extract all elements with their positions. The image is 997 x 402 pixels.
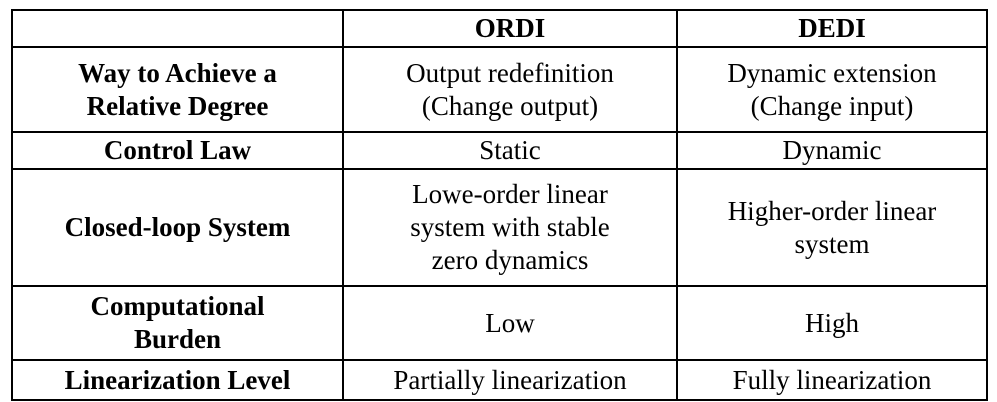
- cell-ordi-linearization-level: Partially linearization: [342, 359, 678, 401]
- header-ordi: ORDI: [342, 9, 678, 48]
- cell-dedi-relative-degree: Dynamic extension (Change input): [676, 46, 988, 133]
- row-label-relative-degree: Way to Achieve a Relative Degree: [11, 46, 344, 133]
- table-row: Control Law Static Dynamic: [11, 131, 988, 170]
- cell-dedi-linearization-level: Fully linearization: [676, 359, 988, 401]
- cell-ordi-closed-loop: Lowe-order linear system with stable zer…: [342, 168, 678, 287]
- header-row: ORDI DEDI: [11, 9, 988, 48]
- cell-ordi-computational-burden: Low: [342, 285, 678, 361]
- row-label-closed-loop: Closed-loop System: [11, 168, 344, 287]
- cell-ordi-relative-degree: Output redefinition (Change output): [342, 46, 678, 133]
- table-row: Computational Burden Low High: [11, 285, 988, 361]
- cell-dedi-computational-burden: High: [676, 285, 988, 361]
- table-row: Way to Achieve a Relative Degree Output …: [11, 46, 988, 133]
- table-row: Closed-loop System Lowe-order linear sys…: [11, 168, 988, 287]
- header-empty-cell: [11, 9, 344, 48]
- row-label-computational-burden: Computational Burden: [11, 285, 344, 361]
- row-label-control-law: Control Law: [11, 131, 344, 170]
- comparison-table: ORDI DEDI Way to Achieve a Relative Degr…: [11, 9, 988, 401]
- cell-dedi-closed-loop: Higher-order linear system: [676, 168, 988, 287]
- cell-ordi-control-law: Static: [342, 131, 678, 170]
- table-row: Linearization Level Partially linearizat…: [11, 359, 988, 401]
- row-label-linearization-level: Linearization Level: [11, 359, 344, 401]
- header-dedi: DEDI: [676, 9, 988, 48]
- cell-dedi-control-law: Dynamic: [676, 131, 988, 170]
